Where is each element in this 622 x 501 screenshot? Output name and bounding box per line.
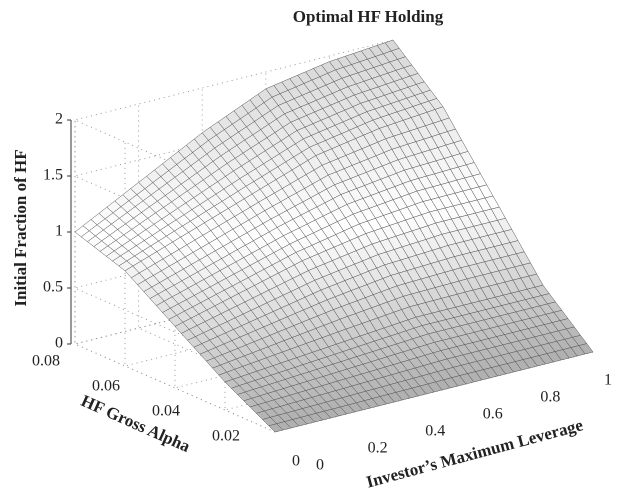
surface-cell <box>265 61 380 156</box>
z-tick-label: 1.5 <box>43 167 63 184</box>
x-tick-label: 0.2 <box>368 440 388 457</box>
surface-cell <box>124 232 239 327</box>
surface-cell <box>301 233 417 340</box>
surface-cell <box>365 211 480 318</box>
x-tick-label: 1 <box>604 372 612 389</box>
x-tick-label: 0 <box>316 457 324 474</box>
z-tick-label: 0.5 <box>43 279 63 296</box>
surface-cell <box>238 260 353 361</box>
chart-title: Optimal HF Holding <box>293 7 444 26</box>
x-tick-label: 0.8 <box>540 389 560 406</box>
z-tick-label: 1 <box>55 223 63 240</box>
surface <box>74 39 594 433</box>
y-tick-label: 0 <box>292 453 300 470</box>
surface-cell <box>315 128 430 234</box>
surface-cell <box>74 182 190 272</box>
y-axis-label: HF Gross Alpha <box>78 391 193 456</box>
z-tick-label: 2 <box>55 111 63 128</box>
surface-cell <box>429 195 544 302</box>
surface-cell <box>188 193 303 294</box>
surface-cell <box>351 316 467 401</box>
surface-cell <box>224 360 340 433</box>
surface-cell <box>251 155 367 262</box>
surface-cell <box>478 284 594 369</box>
y-tick-label: 0.06 <box>92 378 120 395</box>
surface-cell <box>201 88 317 195</box>
y-tick-label: 0.02 <box>212 428 240 445</box>
z-tick-label: 0 <box>55 335 63 352</box>
x-tick-label: 0.6 <box>483 406 503 423</box>
z-axis-label: Initial Fraction of HF <box>11 149 30 306</box>
surface-cell <box>138 132 253 233</box>
surface-patch <box>268 423 284 433</box>
y-tick-label: 0.04 <box>152 403 180 420</box>
surface-cell <box>174 293 290 383</box>
surface-cell <box>415 300 530 385</box>
surface-cell <box>288 338 403 417</box>
x-tick-label: 0.4 <box>425 423 445 440</box>
y-tick-label: 0.08 <box>32 353 60 370</box>
x-axis-label: Investor’s Maximum Leverage <box>364 415 585 491</box>
